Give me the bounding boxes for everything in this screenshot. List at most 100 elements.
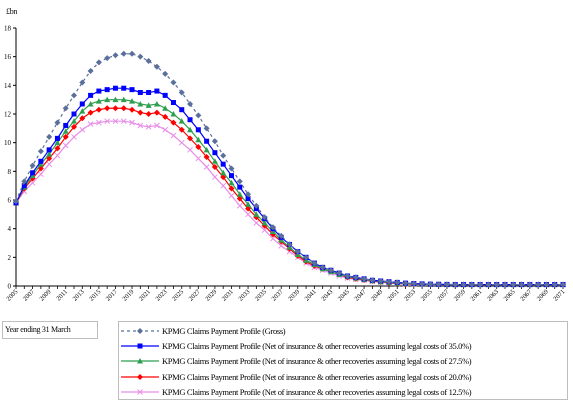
marker-stroke (178, 139, 185, 146)
data-point (95, 59, 102, 66)
data-point (510, 281, 517, 288)
data-point (452, 281, 459, 288)
data-point (112, 118, 119, 125)
data-point (460, 281, 467, 288)
data-point (187, 135, 194, 142)
data-point (62, 105, 69, 112)
data-point (501, 281, 508, 288)
x-tick-label: 2021 (138, 288, 152, 302)
x-tick-label: 2037 (270, 288, 285, 303)
data-point (187, 146, 193, 153)
data-point (145, 111, 152, 117)
x-tick-label: 2015 (88, 288, 102, 302)
data-point (104, 118, 111, 125)
series-line (15, 99, 563, 286)
x-tick-label: 2047 (353, 288, 368, 303)
y-tick-label: 14 (4, 82, 12, 90)
x-tick-label: 2061 (469, 288, 483, 302)
data-point (38, 171, 44, 178)
marker-stroke (203, 164, 210, 170)
marker-stroke (79, 126, 86, 133)
legend-swatch-net-27-5 (121, 358, 159, 364)
x-tick-label: 2069 (536, 288, 550, 302)
data-point (79, 108, 86, 114)
data-point (170, 79, 177, 86)
data-point (269, 228, 276, 235)
x-tick-label: 2067 (519, 288, 534, 303)
legend-item-net-20: KPMG Claims Payment Profile (Net of insu… (119, 369, 567, 384)
data-point (410, 280, 417, 287)
data-point (286, 241, 293, 248)
data-point (38, 158, 44, 164)
marker-stroke (170, 132, 177, 139)
marker-stroke (162, 126, 169, 133)
data-point (526, 281, 533, 288)
legend-marker (137, 358, 143, 364)
data-point (435, 281, 442, 288)
marker-stroke (112, 118, 119, 125)
data-point (170, 100, 176, 106)
data-point (145, 102, 152, 108)
data-point (369, 277, 376, 284)
data-point (245, 211, 251, 218)
marker-stroke (187, 146, 193, 153)
marker-stroke (87, 121, 94, 127)
data-point (228, 185, 235, 192)
x-tick-label: 2039 (287, 288, 301, 302)
data-point (187, 126, 194, 133)
series-line (15, 120, 563, 286)
data-point (29, 162, 36, 169)
marker-stroke (38, 171, 44, 178)
data-point (154, 88, 160, 94)
legend-marker (137, 389, 143, 396)
data-point (95, 106, 102, 113)
data-point (178, 126, 185, 133)
data-point (560, 281, 566, 288)
data-point (253, 220, 260, 226)
data-point (137, 90, 143, 95)
data-point (195, 155, 202, 162)
data-point (220, 174, 227, 181)
data-point (37, 148, 44, 155)
y-axis-title: £bn (6, 7, 17, 16)
data-point (21, 178, 28, 185)
marker-stroke (145, 124, 152, 130)
data-point (220, 161, 226, 167)
data-point (236, 202, 243, 209)
data-point (385, 278, 392, 285)
data-point (96, 88, 102, 94)
data-point (212, 150, 218, 156)
data-point (543, 281, 550, 288)
data-point (79, 79, 86, 86)
x-tick-label: 2057 (436, 288, 451, 303)
data-point (46, 155, 53, 162)
data-point (203, 146, 210, 153)
data-point (79, 126, 86, 133)
data-point (178, 118, 185, 124)
data-point (137, 100, 144, 107)
marker-stroke (129, 119, 135, 126)
x-tick-label: 2065 (503, 288, 517, 302)
data-point (195, 112, 202, 119)
data-point (13, 198, 19, 205)
data-point (112, 96, 119, 103)
data-point (37, 161, 44, 167)
data-point (153, 109, 160, 116)
marker-stroke (137, 122, 144, 129)
data-point (79, 101, 85, 107)
data-point (245, 205, 252, 212)
legend-item-net-12-5: KPMG Claims Payment Profile (Net of insu… (119, 385, 567, 400)
x-tick-label: 2051 (387, 288, 401, 302)
marker-stroke (261, 227, 268, 233)
data-point (120, 118, 127, 125)
data-point (30, 170, 36, 176)
data-point (278, 232, 285, 239)
data-point (319, 264, 326, 271)
x-tick-label: 2045 (337, 288, 351, 302)
x-tick-label: 2063 (486, 288, 500, 302)
marker-stroke (278, 243, 285, 249)
data-point (87, 121, 94, 127)
data-point (245, 191, 252, 198)
marker-stroke (220, 182, 227, 189)
legend-item-net-27-5: KPMG Claims Payment Profile (Net of insu… (119, 354, 567, 369)
